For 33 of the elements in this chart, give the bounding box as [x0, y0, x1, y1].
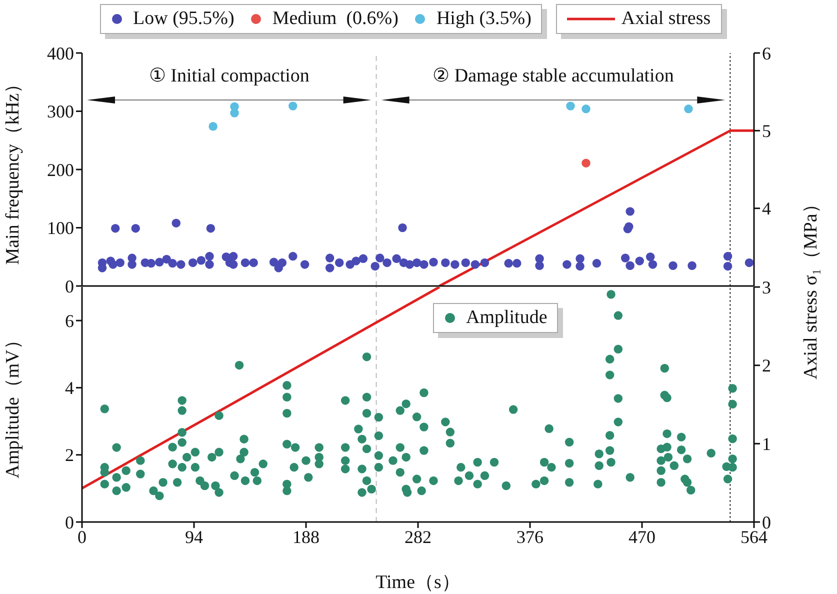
y2-tick-label: 4: [762, 198, 771, 219]
x-tick-label: 470: [628, 526, 656, 547]
legend-label: Low (95.5%): [133, 8, 234, 30]
legend-label: High (3.5%): [436, 8, 532, 30]
x-tick-label: 188: [292, 526, 320, 547]
annotation: ② Damage stable accumulation: [432, 65, 674, 86]
y-tick-label: 0: [65, 512, 74, 532]
y2-tick-label: 3: [762, 277, 771, 298]
y-tick-label: 4: [65, 378, 74, 398]
y-tick-label: 400: [47, 43, 74, 64]
legend-label: Medium (0.6%): [272, 8, 398, 30]
legend-label: Amplitude: [466, 307, 548, 329]
y2-tick-label: 2: [762, 356, 771, 376]
legend-label: Axial stress: [621, 8, 711, 30]
y-tick-label: 300: [47, 102, 74, 122]
x-tick-label: 282: [404, 526, 432, 547]
y2-axis-title: Axial stress σ₁（MPa）: [800, 194, 822, 380]
x-axis-title: Time（s）: [376, 572, 460, 593]
x-tick-label: 376: [516, 526, 544, 547]
y2-tick-label: 0: [762, 512, 771, 532]
x-tick-label: 0: [78, 526, 86, 547]
y-axis-title: Main frequency（kHz）: [2, 74, 24, 265]
y-tick-label: 6: [65, 310, 74, 331]
x-tick-label: 94: [185, 526, 203, 547]
y2-tick-label: 1: [762, 434, 771, 454]
y-tick-label: 200: [47, 160, 74, 180]
annotation: ① Initial compaction: [148, 65, 310, 86]
y2-tick-label: 5: [762, 121, 771, 142]
y-tick-label: 100: [47, 218, 74, 238]
y-tick-label: 0: [65, 276, 74, 296]
y-axis-title: Amplitude（mV）: [2, 330, 24, 478]
y2-tick-label: 6: [762, 43, 771, 64]
y-tick-label: 2: [65, 445, 74, 466]
